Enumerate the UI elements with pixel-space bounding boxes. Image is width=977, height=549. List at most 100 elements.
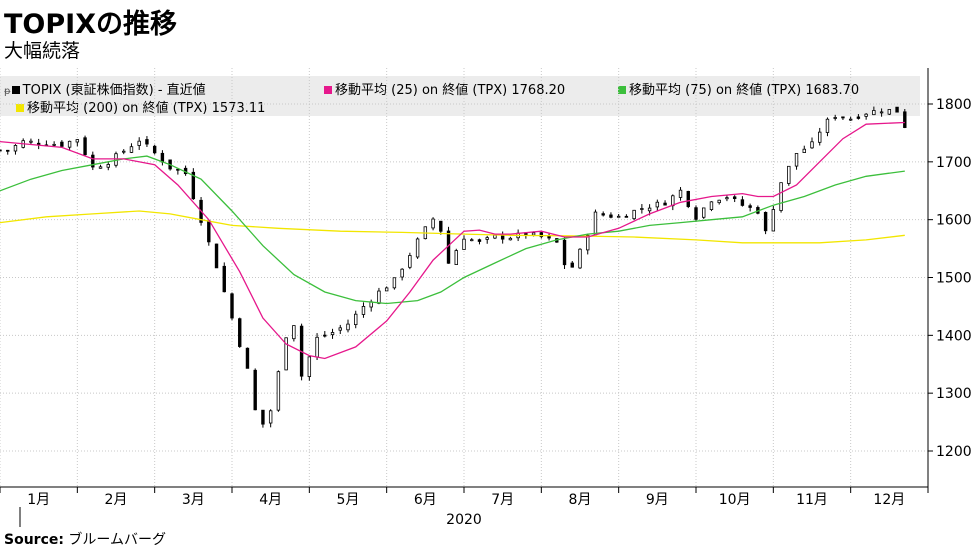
candle — [75, 139, 80, 147]
candle — [578, 248, 582, 270]
legend-swatch-ma25 — [324, 86, 332, 94]
candle-body — [725, 197, 729, 200]
candle-body — [578, 248, 582, 269]
candle — [454, 248, 458, 265]
candle — [848, 116, 853, 121]
candle — [640, 204, 644, 214]
candle — [431, 217, 435, 231]
candle — [624, 214, 629, 218]
candle-body — [214, 243, 219, 269]
candle-body — [740, 199, 745, 206]
candle — [91, 151, 95, 171]
candle-body — [833, 117, 837, 119]
candle-body — [609, 214, 613, 218]
candle-body — [895, 106, 899, 113]
candle — [6, 149, 10, 155]
candle — [570, 260, 574, 268]
legend-item-ma75: 移動平均 (75) on 終値 (TPX) 1683.70 — [618, 79, 859, 98]
legend-swatch-ma75 — [618, 86, 626, 94]
candle-body — [6, 149, 10, 152]
candle — [748, 203, 752, 212]
legend-swatch-topix — [11, 86, 20, 94]
candle — [0, 149, 2, 152]
candle — [183, 165, 188, 176]
candle — [160, 150, 165, 166]
candle — [787, 165, 791, 186]
x-year-label: 2020 — [446, 512, 482, 528]
legend-label-ma75: 移動平均 (75) on 終値 (TPX) — [629, 83, 802, 98]
candle — [632, 209, 636, 221]
candle — [694, 205, 698, 222]
candle-body — [36, 142, 41, 146]
candle-body — [13, 145, 18, 152]
candle-body — [415, 238, 420, 258]
candle-body — [230, 293, 234, 319]
y-tick-label: 1700 — [936, 155, 972, 171]
candle-body — [439, 220, 443, 232]
candle-body — [176, 168, 180, 171]
candle-body — [616, 215, 621, 218]
candle — [214, 243, 219, 269]
candle-body — [91, 154, 95, 168]
source-note: Source: ブルームバーグ — [4, 529, 166, 549]
candle-body — [732, 196, 737, 200]
candle — [702, 207, 706, 219]
candle — [794, 153, 799, 170]
x-tick-label: 4月 — [259, 492, 282, 508]
candle — [268, 409, 273, 428]
candle-body — [408, 255, 412, 268]
legend-item-ma200: 移動平均 (200) on 終値 (TPX) 1573.11 — [16, 97, 265, 116]
candle-body — [377, 290, 381, 304]
candle-body — [686, 190, 690, 207]
candle-body — [284, 337, 288, 371]
candle-body — [485, 237, 489, 240]
candle-body — [67, 140, 72, 148]
candle-body — [384, 287, 389, 292]
candle — [485, 235, 489, 244]
candle-body — [122, 150, 126, 153]
candle — [500, 231, 505, 244]
candle-body — [864, 113, 868, 117]
candle-body — [647, 207, 652, 212]
legend-label-topix: TOPIX (東証株価指数) - 直近値 — [22, 83, 206, 98]
candle-body — [268, 410, 273, 424]
ma25-line — [0, 121, 905, 360]
chart-subtitle: 大幅続落 — [4, 40, 81, 62]
candle-body — [129, 146, 134, 153]
candle — [261, 409, 265, 428]
candle-body — [400, 268, 404, 278]
candle-body — [810, 141, 814, 149]
x-tick-label: 1月 — [27, 492, 50, 508]
candle — [864, 113, 868, 120]
candle — [13, 144, 18, 155]
candle — [253, 368, 257, 411]
candle-body — [222, 265, 226, 293]
candle — [245, 347, 250, 369]
candle-body — [562, 239, 567, 266]
candle — [346, 319, 350, 333]
candle — [609, 212, 613, 219]
x-tick-label: 3月 — [182, 492, 205, 508]
candle-body — [601, 213, 605, 216]
candle-body — [29, 140, 33, 143]
candle-body — [702, 207, 706, 218]
candle — [763, 211, 768, 235]
candle-body — [531, 232, 536, 236]
candle-body — [253, 369, 257, 411]
candle-body — [586, 234, 590, 251]
candle — [315, 333, 319, 360]
candle-body — [570, 262, 574, 268]
candle — [601, 211, 605, 217]
candle-series — [0, 106, 907, 428]
candle-body — [106, 164, 110, 168]
legend-item-topix: ᵽ TOPIX (東証株価指数) - 直近値 — [4, 79, 206, 98]
candle — [67, 140, 72, 151]
candle-body — [593, 211, 598, 236]
moving-average-lines — [0, 121, 905, 360]
candle-body — [276, 371, 281, 411]
candle-body — [887, 109, 892, 115]
candle — [137, 137, 141, 150]
candle-body — [632, 209, 636, 220]
candle — [477, 238, 482, 245]
candle — [756, 205, 760, 215]
